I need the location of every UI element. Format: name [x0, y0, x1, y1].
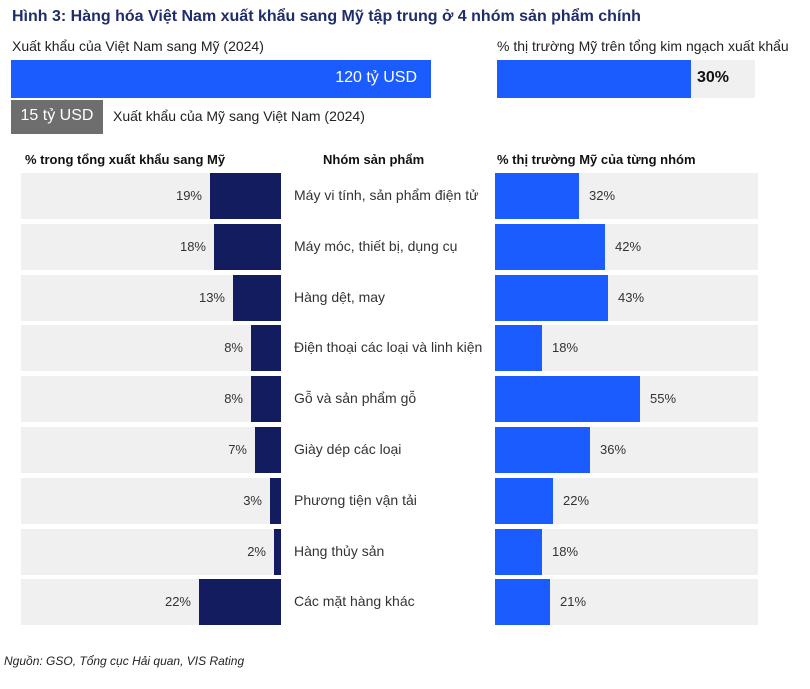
category-label: Máy vi tính, sản phẩm điện tử: [294, 187, 479, 203]
right-bar: [495, 376, 640, 422]
right-row-track: 22%: [495, 478, 758, 524]
left-bar: [233, 275, 281, 321]
right-row-track: 36%: [495, 427, 758, 473]
left-bar: [274, 529, 281, 575]
left-bar-label: 18%: [179, 239, 206, 254]
left-bar: [210, 173, 281, 219]
left-bar-label: 8%: [224, 391, 243, 406]
left-bar: [270, 478, 281, 524]
left-row-track: 7%: [21, 427, 281, 473]
left-bar-label: 2%: [247, 544, 266, 559]
category-label: Hàng dệt, may: [294, 289, 386, 305]
export-vn-us-label: Xuất khẩu của Việt Nam sang Mỹ (2024): [12, 38, 264, 54]
right-bar-label: 18%: [552, 544, 579, 559]
left-bar: [214, 224, 281, 270]
source-note: Nguồn: GSO, Tổng cục Hải quan, VIS Ratin…: [4, 654, 245, 668]
export-us-vn-label: Xuất khẩu của Mỹ sang Việt Nam (2024): [113, 108, 365, 124]
export-vn-us-value: 120 tỷ USD: [335, 69, 417, 86]
category-label: Phương tiện vận tải: [294, 492, 417, 508]
right-row-track: 42%: [495, 224, 758, 270]
category-label: Điện thoại các loại và linh kiện: [294, 339, 483, 355]
right-row-track: 18%: [495, 529, 758, 575]
left-bar-label: 7%: [228, 442, 247, 457]
us-share-label: % thị trường Mỹ trên tổng kim ngạch xuất…: [497, 38, 789, 54]
right-bar: [495, 529, 542, 575]
left-row-track: 8%: [21, 376, 281, 422]
category-label: Hàng thủy sản: [294, 543, 385, 559]
us-share-value: 30%: [697, 69, 730, 86]
us-share-bar: [497, 60, 691, 98]
category-label: Gỗ và sản phẩm gỗ: [294, 390, 417, 406]
left-column-header: % trong tổng xuất khẩu sang Mỹ: [25, 152, 226, 167]
left-bar-label: 22%: [164, 594, 191, 609]
left-bar-label: 8%: [224, 340, 243, 355]
right-bar: [495, 275, 608, 321]
left-bar-label: 19%: [175, 188, 202, 203]
right-bar: [495, 478, 553, 524]
left-row-track: 3%: [21, 478, 281, 524]
left-row-track: 22%: [21, 579, 281, 625]
left-row-track: 18%: [21, 224, 281, 270]
right-bar-label: 42%: [615, 239, 642, 254]
right-column-header: % thị trường Mỹ của từng nhóm: [497, 152, 696, 167]
right-row-track: 32%: [495, 173, 758, 219]
right-bar: [495, 427, 590, 473]
right-bar-label: 36%: [600, 442, 627, 457]
right-bar: [495, 224, 605, 270]
left-row-track: 19%: [21, 173, 281, 219]
us-share-track: 30%: [497, 60, 755, 98]
right-bar-label: 55%: [650, 391, 677, 406]
left-bar: [199, 579, 281, 625]
export-us-vn-value: 15 tỷ USD: [20, 107, 94, 124]
left-bar: [255, 427, 281, 473]
left-bar: [251, 376, 281, 422]
right-bar-label: 18%: [552, 340, 579, 355]
right-bar-label: 22%: [563, 493, 590, 508]
left-bar: [251, 325, 281, 371]
category-column-header: Nhóm sản phẩm: [323, 152, 425, 167]
right-row-track: 43%: [495, 275, 758, 321]
right-bar: [495, 325, 542, 371]
figure-title: Hình 3: Hàng hóa Việt Nam xuất khẩu sang…: [12, 8, 641, 25]
left-row-track: 2%: [21, 529, 281, 575]
category-label: Máy móc, thiết bị, dụng cụ: [294, 238, 458, 254]
category-label: Giày dép các loại: [294, 441, 402, 457]
left-row-track: 13%: [21, 275, 281, 321]
right-bar-label: 43%: [618, 290, 645, 305]
right-row-track: 18%: [495, 325, 758, 371]
export-vn-us-bar: 120 tỷ USD: [11, 60, 431, 98]
left-row-track: 8%: [21, 325, 281, 371]
right-bar-label: 32%: [589, 188, 616, 203]
export-us-vn-bar: 15 tỷ USD: [11, 100, 103, 134]
right-bar-label: 21%: [560, 594, 587, 609]
category-label: Các mặt hàng khác: [294, 593, 415, 609]
right-row-track: 21%: [495, 579, 758, 625]
left-bar-label: 13%: [198, 290, 225, 305]
left-bar-label: 3%: [243, 493, 262, 508]
right-row-track: 55%: [495, 376, 758, 422]
right-bar: [495, 173, 579, 219]
right-bar: [495, 579, 550, 625]
